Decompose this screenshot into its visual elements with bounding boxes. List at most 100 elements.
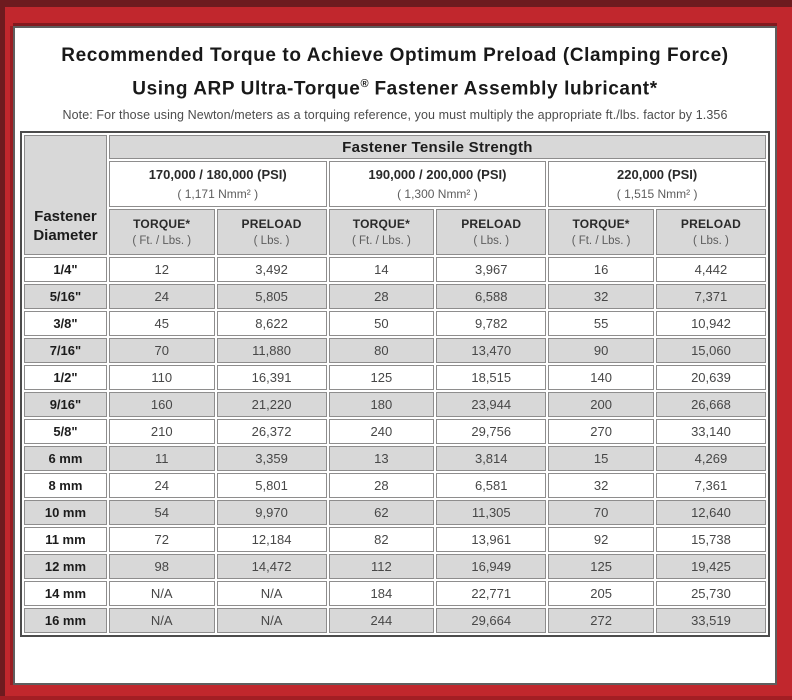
table-row: 12 mm 98 14,472 112 16,949 125 19,425 [24,554,766,580]
value-cell: 16,391 [216,365,327,391]
frame-left-strip [0,0,5,700]
value-cell: 26,668 [655,392,766,418]
value-cell: 125 [328,365,435,391]
diameter-cell: 9/16" [24,392,107,418]
psi-header-row: 170,000 / 180,000 (PSI) ( 1,171 Nmm² ) 1… [24,161,766,208]
value-cell: 90 [548,338,654,364]
torque-sub: ( Ft. / Lbs. ) [571,235,631,248]
torque-table: Fastener Diameter Fastener Tensile Stren… [20,131,770,638]
value-cell: 3,967 [436,257,547,283]
value-cell: 11,305 [436,500,547,526]
value-cell: 28 [328,284,435,310]
table-body: Fastener Diameter Fastener Tensile Stren… [24,135,766,634]
title-line-2-post: Fastener Assembly lubricant* [368,78,658,100]
value-cell: 10,942 [655,311,766,337]
value-cell: N/A [216,581,327,607]
diameter-cell: 14 mm [24,581,107,607]
value-cell: 15,738 [655,527,766,553]
value-cell: 240 [328,419,435,445]
table-row: 9/16" 160 21,220 180 23,944 200 26,668 [24,392,766,418]
nmm-label: ( 1,300 Nmm² ) [397,187,478,202]
value-cell: 33,140 [655,419,766,445]
value-cell: 125 [548,554,654,580]
value-cell: 270 [548,419,654,445]
value-cell: 4,269 [655,446,766,472]
value-cell: 184 [328,581,435,607]
group-header-row: Fastener Diameter Fastener Tensile Stren… [24,135,766,256]
value-cell: 24 [108,284,215,310]
torque-sub: ( Ft. / Lbs. ) [352,235,411,248]
value-cell: 6,588 [436,284,547,310]
value-cell: 92 [548,527,654,553]
value-cell: 140 [548,365,654,391]
value-cell: 11,880 [216,338,327,364]
value-cell: 16,949 [436,554,547,580]
diameter-cell: 5/16" [24,284,107,310]
value-cell: 26,372 [216,419,327,445]
value-cell: 22,771 [436,581,547,607]
value-cell: 6,581 [436,473,547,499]
value-cell: 33,519 [655,608,766,634]
table-row: 5/16" 24 5,805 28 6,588 32 7,371 [24,284,766,310]
torque-label: TORQUE* [133,217,191,232]
value-cell: 7,371 [655,284,766,310]
value-cell: 21,220 [216,392,327,418]
value-cell: 9,970 [216,500,327,526]
diameter-cell: 11 mm [24,527,107,553]
value-cell: N/A [108,581,215,607]
value-cell: 82 [328,527,435,553]
value-cell: 18,515 [436,365,547,391]
value-cell: 62 [328,500,435,526]
table-row: 3/8" 45 8,622 50 9,782 55 10,942 [24,311,766,337]
value-cell: 50 [328,311,435,337]
torque-header: TORQUE* ( Ft. / Lbs. ) [108,209,215,256]
value-cell: 210 [108,419,215,445]
value-cell: 80 [328,338,435,364]
preload-sub: ( Lbs. ) [253,235,290,248]
title-line-2: Using ARP Ultra-Torque® Fastener Assembl… [25,70,765,103]
value-cell: 5,801 [216,473,327,499]
torque-header: TORQUE* ( Ft. / Lbs. ) [328,209,435,256]
value-cell: 112 [328,554,435,580]
preload-label: PRELOAD [241,217,302,232]
value-cell: 5,805 [216,284,327,310]
value-cell: 25,730 [655,581,766,607]
value-cell: 70 [108,338,215,364]
corner-line-1: Fastener [34,208,97,226]
value-cell: 7,361 [655,473,766,499]
value-cell: N/A [216,608,327,634]
value-cell: 205 [548,581,654,607]
psi-label: 190,000 / 200,000 (PSI) [368,167,507,183]
value-cell: 15,060 [655,338,766,364]
value-cell: 29,664 [436,608,547,634]
psi-header-cell: 190,000 / 200,000 (PSI) ( 1,300 Nmm² ) [328,161,547,208]
diameter-cell: 7/16" [24,338,107,364]
note-text: Note: For those using Newton/meters as a… [62,108,728,123]
frame-top-strip [0,0,792,7]
preload-header: PRELOAD ( Lbs. ) [436,209,547,256]
preload-sub: ( Lbs. ) [693,235,729,248]
corner-line-2: Diameter [33,227,98,245]
value-cell: 8,622 [216,311,327,337]
value-cell: 24 [108,473,215,499]
column-header-row: TORQUE* ( Ft. / Lbs. ) PRELOAD ( Lbs. ) … [24,209,766,256]
registered-mark: ® [360,78,369,90]
preload-header: PRELOAD ( Lbs. ) [655,209,766,256]
diameter-cell: 1/4" [24,257,107,283]
value-cell: N/A [108,608,215,634]
nmm-label: ( 1,515 Nmm² ) [616,187,698,202]
diameter-cell: 10 mm [24,500,107,526]
value-cell: 32 [548,473,654,499]
psi-label: 220,000 (PSI) [617,167,698,183]
tensile-strength-header: Fastener Tensile Strength [108,135,766,160]
diameter-cell: 3/8" [24,311,107,337]
title-line-2-pre: Using ARP Ultra-Torque [132,78,361,100]
table-row: 5/8" 210 26,372 240 29,756 270 33,140 [24,419,766,445]
diameter-cell: 16 mm [24,608,107,634]
value-cell: 160 [108,392,215,418]
preload-header: PRELOAD ( Lbs. ) [216,209,327,256]
value-cell: 13 [328,446,435,472]
preload-sub: ( Lbs. ) [473,235,510,248]
value-cell: 11 [108,446,215,472]
table-row: 10 mm 54 9,970 62 11,305 70 12,640 [24,500,766,526]
